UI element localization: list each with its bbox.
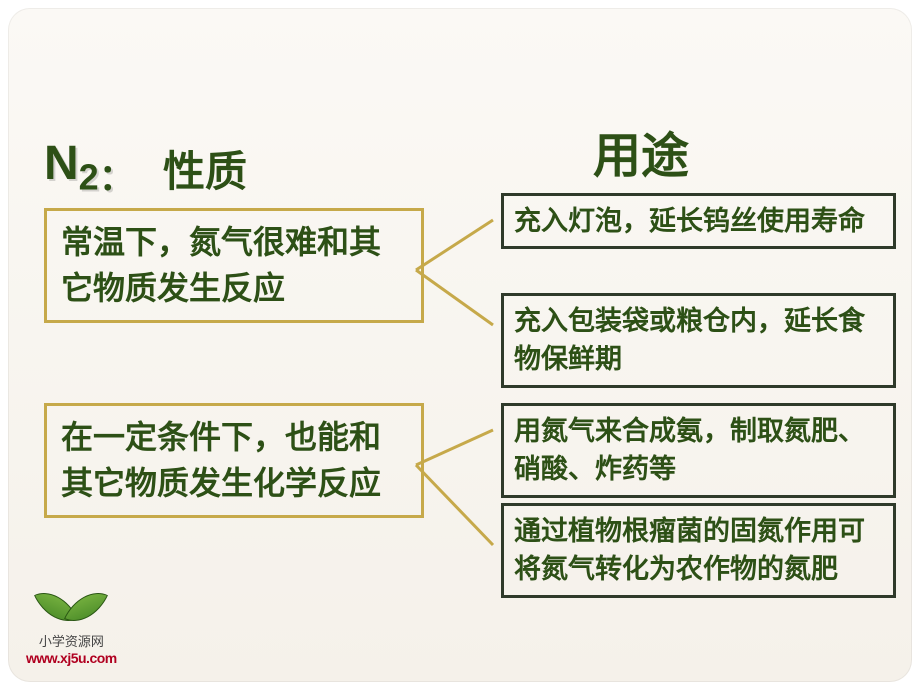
use-box-4: 通过植物根瘤菌的固氮作用可将氮气转化为农作物的氮肥 [501,503,896,598]
use-box-2: 充入包装袋或粮仓内，延长食物保鲜期 [501,293,896,388]
uses-heading: 用途 [593,116,689,186]
property-box-1: 常温下，氮气很难和其它物质发生反应 [44,208,424,323]
formula-sub: 2： [79,157,135,198]
use-box-1: 充入灯泡，延长钨丝使用寿命 [501,193,896,249]
logo-url: www.xj5u.com [26,650,117,666]
properties-heading: 性质 [163,138,247,199]
leaf-icon [41,587,101,629]
logo-text: 小学资源网 [39,631,104,650]
use-box-3: 用氮气来合成氨，制取氮肥、硝酸、炸药等 [501,403,896,498]
slide-background: N2： 性质 用途 常温下，氮气很难和其它物质发生反应 在一定条件下，也能和其它… [8,8,912,682]
formula-base: N [44,137,79,190]
formula-n2: N2： [44,136,135,201]
site-logo: 小学资源网 www.xj5u.com [26,587,117,666]
property-box-2: 在一定条件下，也能和其它物质发生化学反应 [44,403,424,518]
